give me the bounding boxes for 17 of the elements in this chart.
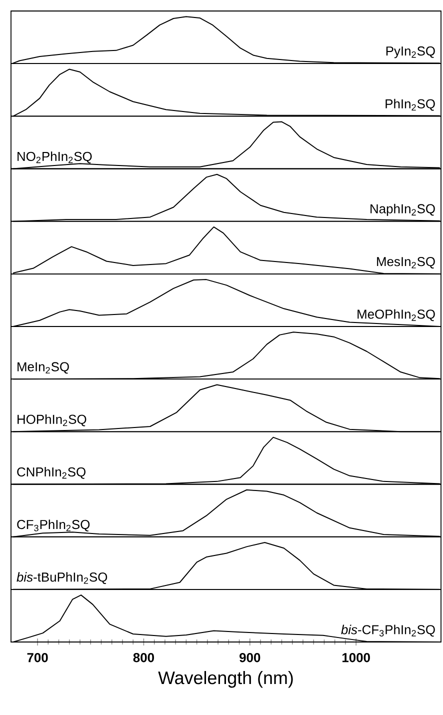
annotation: PyIn$_{2}$SQ [386, 46, 435, 58]
annotation: bis-CF$_{3}$PhIn$_{2}$SQ [341, 624, 435, 637]
x-tick-label: 700 [27, 653, 48, 662]
annotation: CNPhIn$_{2}$SQ [17, 467, 86, 479]
annotation: MeIn$_{2}$SQ [18, 362, 69, 374]
annotation: HOPhIn$_{2}$SQ [18, 414, 86, 426]
x-tick-label: 800 [133, 653, 154, 662]
annotation: CF$_{3}$PhIn$_{2}$SQ [17, 520, 90, 532]
annotation: MesIn$_{2}$SQ [377, 257, 435, 269]
annotation: MeOPhIn$_{2}$SQ [358, 309, 435, 322]
annotation: NaphIn$_{2}$SQ [370, 204, 435, 216]
x-tick-label: 900 [240, 653, 260, 662]
annotation: NO$_{2}$PhIn$_{2}$SQ [18, 152, 92, 164]
annotation: bis-tBuPhIn$_{2}$SQ [16, 572, 108, 584]
x-tick-label: 1000 [342, 653, 370, 662]
x-axis-title: Wavelength (nm) [158, 671, 293, 688]
annotation: PhIn$_{2}$SQ [386, 98, 435, 111]
